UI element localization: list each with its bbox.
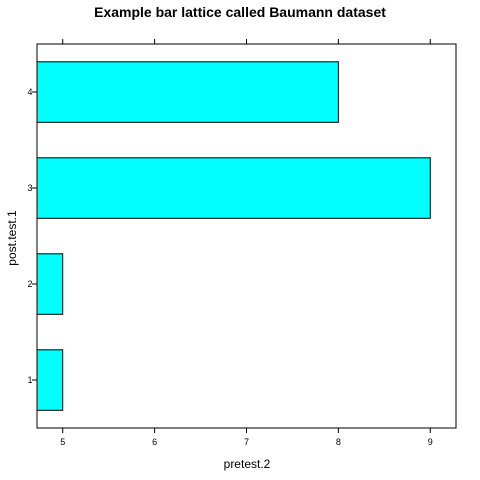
x-axis-label: pretest.2 <box>224 457 271 471</box>
x-axis-ticks: 5 6 7 8 9 <box>60 39 433 447</box>
bar-1 <box>36 349 64 411</box>
y-tick-label-4: 4 <box>27 87 32 97</box>
bar-2 <box>36 253 64 315</box>
x-tick-label-6: 6 <box>152 437 157 447</box>
chart-title: Example bar lattice called Baumann datas… <box>94 4 386 20</box>
x-tick-label-9: 9 <box>428 437 433 447</box>
y-tick-label-2: 2 <box>27 279 32 289</box>
x-tick-label-5: 5 <box>60 437 65 447</box>
bar-4 <box>36 61 339 123</box>
y-axis-ticks: 1 2 3 4 <box>27 87 37 385</box>
y-tick-label-3: 3 <box>27 183 32 193</box>
y-axis-label: post.test.1 <box>5 210 19 266</box>
x-tick-label-8: 8 <box>336 437 341 447</box>
y-tick-label-1: 1 <box>27 375 32 385</box>
bar-3 <box>36 157 431 219</box>
bars-group <box>36 61 431 411</box>
x-tick-label-7: 7 <box>244 437 249 447</box>
